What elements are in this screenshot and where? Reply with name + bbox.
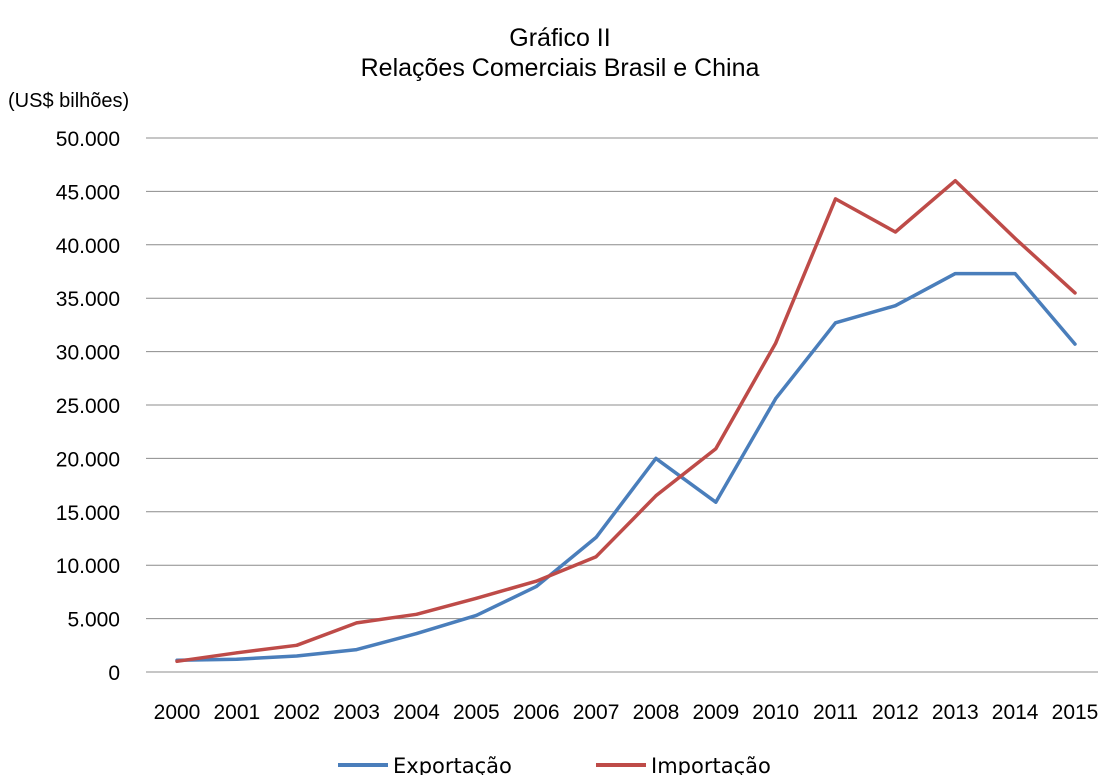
x-tick-label: 2015 [1052, 701, 1098, 724]
data-point [1073, 342, 1077, 346]
x-tick-label: 2012 [872, 701, 919, 724]
data-point [654, 456, 658, 460]
data-point [1073, 291, 1077, 295]
data-point [474, 596, 478, 600]
data-point [834, 321, 838, 325]
data-point [295, 643, 299, 647]
chart-title: Gráfico II [509, 24, 610, 52]
x-tick-label: 2009 [692, 701, 739, 724]
legend-label: Importação [651, 754, 771, 775]
x-tick-label: 2005 [453, 701, 500, 724]
x-tick-label: 2000 [154, 701, 201, 724]
data-point [1013, 272, 1017, 276]
x-tick-label: 2013 [932, 701, 979, 724]
data-point [474, 613, 478, 617]
y-tick-label: 0 [108, 662, 120, 685]
data-point [774, 341, 778, 345]
data-point [714, 447, 718, 451]
data-point [1013, 236, 1017, 240]
gridlines [146, 137, 1098, 673]
y-axis-ticks: 0 5.000 10.000 15.000 20.000 25.000 30.000 35.0… [56, 128, 120, 685]
data-point [893, 230, 897, 234]
x-tick-label: 2008 [633, 701, 680, 724]
y-tick-label: 20.000 [56, 448, 120, 471]
y-tick-label: 15.000 [56, 502, 120, 525]
legend: Exportação Importação [338, 754, 771, 775]
data-point [834, 197, 838, 201]
y-tick-label: 35.000 [56, 288, 120, 311]
data-point [893, 304, 897, 308]
x-tick-label: 2003 [333, 701, 380, 724]
legend-label: Exportação [393, 754, 512, 775]
x-tick-label: 2001 [214, 701, 261, 724]
x-axis-ticks: 2000 2001 2002 2003 2004 2005 2006 2007 2008 2009… [154, 701, 1098, 724]
data-point [953, 179, 957, 183]
data-point [714, 500, 718, 504]
data-point [235, 657, 239, 661]
series-lines [175, 178, 1077, 664]
y-tick-label: 45.000 [56, 181, 120, 204]
x-tick-label: 2004 [393, 701, 440, 724]
data-point [295, 654, 299, 658]
data-point [414, 612, 418, 616]
series-line-exportacao [175, 271, 1077, 663]
x-tick-label: 2002 [273, 701, 320, 724]
y-tick-label: 40.000 [56, 235, 120, 258]
data-point [654, 494, 658, 498]
data-point [534, 579, 538, 583]
y-tick-label: 5.000 [67, 609, 120, 632]
x-tick-label: 2014 [992, 701, 1039, 724]
y-tick-label: 10.000 [56, 555, 120, 578]
x-tick-label: 2011 [813, 701, 858, 724]
data-point [235, 651, 239, 655]
x-tick-label: 2007 [573, 701, 620, 724]
data-point [774, 397, 778, 401]
x-tick-label: 2006 [513, 701, 560, 724]
series-line-importacao [175, 178, 1077, 664]
data-point [594, 535, 598, 539]
chart-subtitle: Relações Comerciais Brasil e China [361, 54, 760, 82]
data-point [594, 555, 598, 559]
data-point [414, 632, 418, 636]
data-point [355, 621, 359, 625]
y-axis-unit-label: (US$ bilhões) [8, 90, 129, 112]
data-point [355, 648, 359, 652]
data-point [953, 272, 957, 276]
data-point [175, 659, 179, 663]
y-tick-label: 50.000 [56, 128, 120, 151]
y-tick-label: 30.000 [56, 342, 120, 365]
y-tick-label: 25.000 [56, 395, 120, 418]
x-tick-label: 2010 [752, 701, 799, 724]
data-point [534, 585, 538, 589]
